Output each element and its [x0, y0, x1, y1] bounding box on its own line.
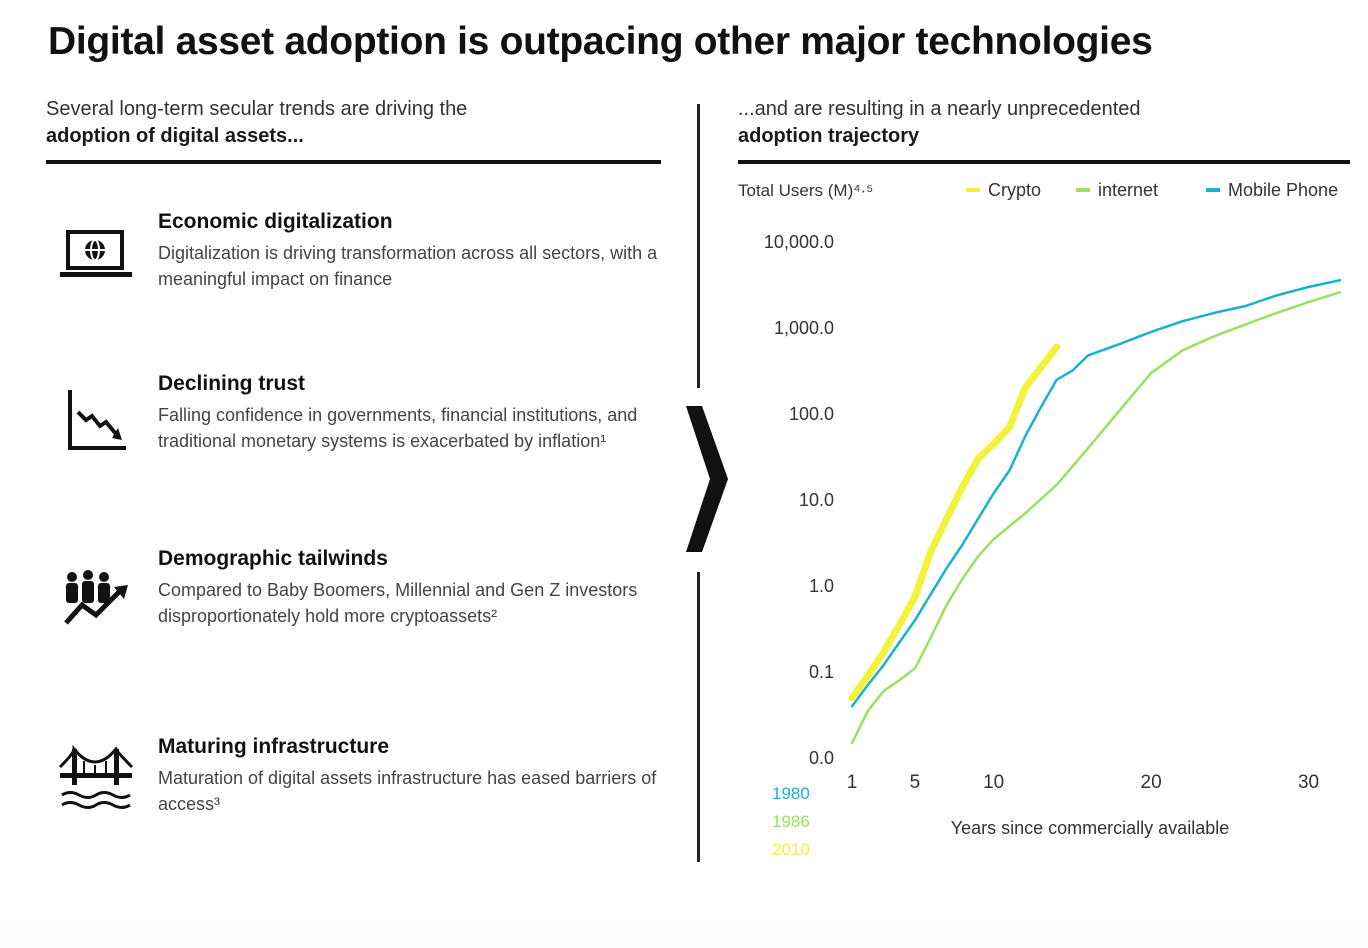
- page-title: Digital asset adoption is outpacing othe…: [48, 20, 1153, 63]
- trend-body: Maturation of digital assets infrastruct…: [158, 768, 657, 814]
- chevron-right-icon: [684, 402, 730, 556]
- trend-text: Economic digitalization Digitalization i…: [158, 210, 658, 292]
- trend-economic-digitalization: Economic digitalization Digitalization i…: [58, 210, 658, 310]
- y-axis-label: Total Users (M)⁴·⁵: [738, 181, 873, 200]
- trend-text: Declining trust Falling confidence in go…: [158, 372, 658, 454]
- x-tick-label: 1: [847, 772, 858, 793]
- start-year-mobile-phone: 1980: [772, 784, 810, 803]
- y-tick-label: 10.0: [799, 490, 834, 510]
- start-year-list: 1980 1986 2010: [772, 780, 810, 864]
- legend-label-0: Crypto: [988, 180, 1041, 200]
- y-tick-label: 0.1: [809, 662, 834, 682]
- legend-label-2: Mobile Phone: [1228, 180, 1338, 200]
- legend-label-1: internet: [1098, 180, 1158, 200]
- trend-heading: Declining trust: [158, 372, 306, 395]
- start-year-internet: 1986: [772, 812, 810, 831]
- trend-heading: Maturing infrastructure: [158, 735, 390, 758]
- trend-text: Demographic tailwinds Compared to Baby B…: [158, 547, 658, 629]
- x-tick-label: 5: [910, 772, 921, 793]
- divider-top: [697, 104, 700, 388]
- right-rule: [738, 160, 1350, 164]
- left-intro: Several long-term secular trends are dri…: [46, 98, 661, 148]
- divider-bottom: [697, 572, 700, 862]
- x-axis-label: Years since commercially available: [951, 818, 1229, 838]
- series-line-crypto: [848, 343, 1061, 702]
- y-tick-label: 10,000.0: [764, 232, 834, 252]
- footer-bar: [0, 920, 1368, 948]
- trend-body: Compared to Baby Boomers, Millennial and…: [158, 580, 638, 626]
- y-tick-label: 0.0: [809, 748, 834, 768]
- x-tick-label: 20: [1141, 772, 1162, 793]
- trend-heading: Economic digitalization: [158, 210, 393, 233]
- trend-declining-trust: Declining trust Falling confidence in go…: [58, 372, 658, 482]
- trend-text: Maturing infrastructure Maturation of di…: [158, 735, 658, 817]
- y-tick-label: 100.0: [789, 404, 834, 424]
- trend-body: Digitalization is driving transformation…: [158, 243, 658, 289]
- right-intro: ...and are resulting in a nearly unprece…: [738, 98, 1350, 148]
- trend-heading: Demographic tailwinds: [158, 547, 388, 570]
- trend-body: Falling confidence in governments, finan…: [158, 405, 638, 451]
- trend-maturing-infrastructure: Maturing infrastructure Maturation of di…: [58, 735, 658, 825]
- x-tick-label: 30: [1298, 772, 1319, 793]
- adoption-chart: Total Users (M)⁴·⁵ Crypto internet Mobile P…: [738, 180, 1342, 838]
- declining-chart-icon: [58, 378, 134, 454]
- laptop-globe-icon: [58, 216, 134, 292]
- series-line-mobile-phone: [850, 278, 1342, 708]
- people-trend-icon: [58, 553, 134, 629]
- left-intro-line1: Several long-term secular trends are dri…: [46, 98, 468, 120]
- y-tick-label: 1.0: [809, 576, 834, 596]
- left-rule: [46, 160, 661, 164]
- x-tick-label: 10: [983, 772, 1004, 793]
- y-tick-label: 1,000.0: [774, 318, 834, 338]
- left-intro-line2: adoption of digital assets...: [46, 125, 304, 147]
- bridge-icon: [58, 741, 134, 817]
- trend-demographic-tailwinds: Demographic tailwinds Compared to Baby B…: [58, 547, 658, 657]
- series-line-internet: [850, 291, 1342, 745]
- right-intro-line1: ...and are resulting in a nearly unprece…: [738, 98, 1141, 120]
- right-intro-line2: adoption trajectory: [738, 125, 920, 147]
- start-year-crypto: 2010: [772, 840, 810, 859]
